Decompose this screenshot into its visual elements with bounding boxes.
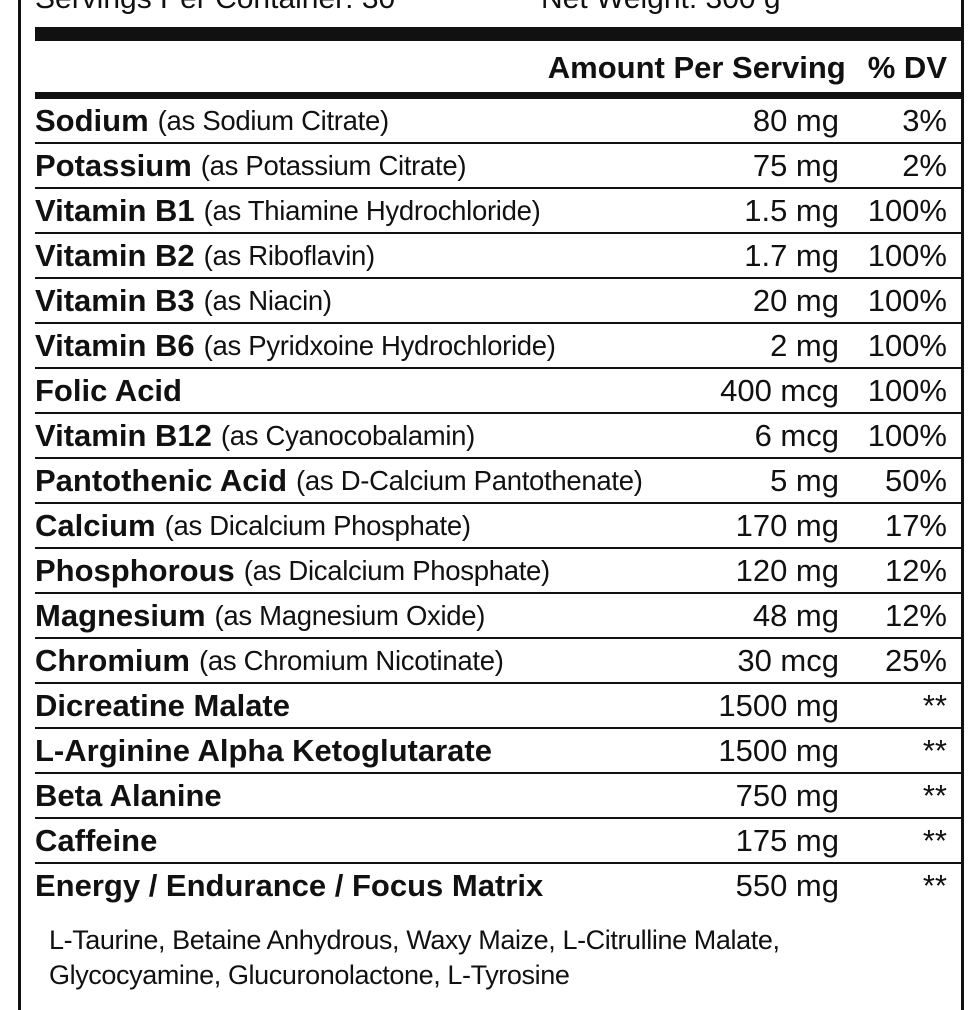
amount-heading: Amount Per Serving: [547, 50, 846, 85]
amount: 1500 mg: [718, 732, 839, 768]
servings: Servings Per Container: 30: [35, 0, 395, 16]
daily-value: **: [922, 732, 947, 768]
nutrient-name: Caffeine: [35, 822, 158, 858]
nutrient-row: Pantothenic Acid (as D-Calcium Pantothena…: [35, 459, 961, 504]
amount: 1.7 mg: [744, 237, 839, 273]
nutrient-row: Magnesium (as Magnesium Oxide) 48 mg 12%: [35, 594, 961, 639]
daily-value: 12%: [884, 552, 947, 588]
amount: 1.5 mg: [744, 192, 839, 228]
nutrient-source: (as Dicalcium Phosphate): [164, 509, 471, 541]
amount: 20 mg: [752, 282, 839, 318]
footer-line: Glycocyamine, Glucuronolactone, L-Tyrosi…: [49, 960, 570, 990]
daily-value: **: [922, 867, 947, 903]
daily-value: 100%: [867, 282, 947, 318]
nutrient-row: Vitamin B6 (as Pyridxoine Hydrochloride) 2…: [35, 324, 961, 369]
net-weight: Net Weight: 300 g: [541, 0, 781, 16]
daily-value: 100%: [867, 417, 947, 453]
amount: 75 mg: [752, 147, 839, 183]
nutrient-row: Calcium (as Dicalcium Phosphate) 170 mg 17%: [35, 504, 961, 549]
daily-value: 2%: [902, 147, 947, 183]
daily-value: **: [922, 777, 947, 813]
daily-value: 100%: [867, 192, 947, 228]
amount: 550 mg: [735, 867, 839, 903]
nutrient-name: Pantothenic Acid: [35, 462, 288, 498]
nutrient-name: Chromium: [35, 642, 190, 678]
footer-line: L-Taurine, Betaine Anhydrous, Waxy Maize…: [49, 925, 780, 955]
nutrient-name: Vitamin B2: [35, 237, 195, 273]
nutrient-source: (as Potassium Citrate): [200, 149, 467, 181]
daily-value: 100%: [867, 372, 947, 408]
daily-value: 12%: [884, 597, 947, 633]
divider-bar: [35, 92, 961, 99]
supplement-facts-label: Servings Per Container: 30 Net Weight: 3…: [18, 0, 964, 1010]
amount: 175 mg: [735, 822, 839, 858]
nutrient-row: Caffeine 175 mg **: [35, 819, 961, 864]
nutrient-name: Vitamin B12: [35, 417, 212, 453]
nutrient-name: Folic Acid: [35, 372, 182, 408]
amount: 2 mg: [770, 327, 839, 363]
amount: 1500 mg: [718, 687, 839, 723]
nutrient-row: Dicreatine Malate 1500 mg **: [35, 684, 961, 729]
nutrient-row: Vitamin B1 (as Thiamine Hydrochloride) 1.5…: [35, 189, 961, 234]
daily-value: 100%: [867, 237, 947, 273]
daily-value: **: [922, 687, 947, 723]
nutrient-name: Sodium: [35, 102, 149, 138]
nutrient-name: Potassium: [35, 147, 192, 183]
nutrient-row: Sodium (as Sodium Citrate) 80 mg 3%: [35, 99, 961, 144]
amount: 400 mcg: [720, 372, 839, 408]
nutrient-table: Sodium (as Sodium Citrate) 80 mg 3% Potassiu…: [35, 99, 961, 907]
nutrient-row: Beta Alanine 750 mg **: [35, 774, 961, 819]
nutrient-name: Vitamin B3: [35, 282, 195, 318]
nutrient-name: Phosphorous: [35, 552, 235, 588]
nutrient-source: (as Cyanocobalamin): [220, 419, 476, 451]
nutrient-row: Vitamin B3 (as Niacin) 20 mg 100%: [35, 279, 961, 324]
nutrient-source: (as Niacin): [203, 284, 332, 316]
nutrient-source: (as Thiamine Hydrochloride): [203, 194, 541, 226]
nutrient-source: (as Sodium Citrate): [157, 104, 389, 136]
nutrient-source: (as Pyridxoine Hydrochloride): [203, 329, 556, 361]
nutrient-row: Folic Acid 400 mcg 100%: [35, 369, 961, 414]
nutrient-name: Dicreatine Malate: [35, 687, 290, 723]
dv-heading: % DV: [867, 50, 947, 85]
daily-value: 3%: [902, 102, 947, 138]
amount: 170 mg: [735, 507, 839, 543]
daily-value: 17%: [884, 507, 947, 543]
nutrient-name: L-Arginine Alpha Ketoglutarate: [35, 732, 492, 768]
amount: 30 mcg: [737, 642, 839, 678]
daily-value: 100%: [867, 327, 947, 363]
nutrient-source: (as D-Calcium Pantothenate): [296, 464, 643, 496]
nutrient-row: Vitamin B2 (as Riboflavin) 1.7 mg 100%: [35, 234, 961, 279]
nutrient-source: (as Chromium Nicotinate): [199, 644, 504, 676]
page: Servings Per Container: 30 Net Weight: 3…: [18, 0, 964, 1010]
nutrient-name: Beta Alanine: [35, 777, 222, 813]
nutrient-name: Vitamin B6: [35, 327, 195, 363]
amount: 80 mg: [752, 102, 839, 138]
daily-value: 50%: [884, 462, 947, 498]
amount: 5 mg: [770, 462, 839, 498]
nutrient-row: Energy / Endurance / Focus Matrix 550 mg *…: [35, 864, 961, 907]
amount: 6 mcg: [754, 417, 839, 453]
nutrient-source: (as Dicalcium Phosphate): [243, 554, 550, 586]
nutrient-row: Phosphorous (as Dicalcium Phosphate) 120 m…: [35, 549, 961, 594]
nutrient-source: (as Riboflavin): [203, 239, 376, 271]
nutrient-row: Potassium (as Potassium Citrate) 75 mg 2%: [35, 144, 961, 189]
nutrient-row: Vitamin B12 (as Cyanocobalamin) 6 mcg 100%: [35, 414, 961, 459]
nutrient-row: L-Arginine Alpha Ketoglutarate 1500 mg **: [35, 729, 961, 774]
daily-value: 25%: [884, 642, 947, 678]
nutrient-name: Energy / Endurance / Focus Matrix: [35, 867, 544, 903]
amount: 48 mg: [752, 597, 839, 633]
column-headings: Amount Per Serving % DV: [35, 44, 947, 92]
divider-bar: [35, 27, 961, 41]
nutrient-row: Chromium (as Chromium Nicotinate) 30 mcg 25…: [35, 639, 961, 684]
nutrient-source: (as Magnesium Oxide): [214, 599, 486, 631]
nutrient-name: Vitamin B1: [35, 192, 195, 228]
amount: 120 mg: [735, 552, 839, 588]
amount: 750 mg: [735, 777, 839, 813]
daily-value: **: [922, 822, 947, 858]
nutrient-name: Calcium: [35, 507, 156, 543]
nutrient-name: Magnesium: [35, 597, 206, 633]
